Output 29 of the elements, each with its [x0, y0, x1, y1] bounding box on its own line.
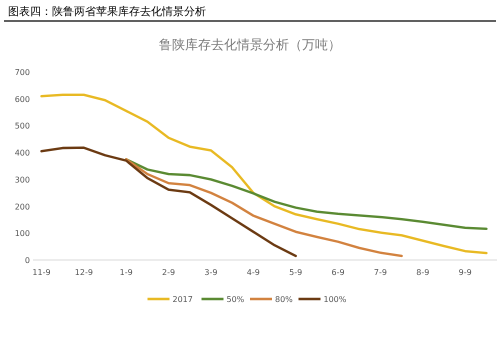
y-tick-label: 0 [24, 256, 30, 265]
y-tick-label: 200 [14, 202, 30, 212]
legend-label: 50% [226, 295, 245, 304]
line-series [125, 158, 488, 230]
x-tick-label: 2-9 [162, 268, 176, 277]
y-tick-label: 600 [14, 94, 30, 104]
legend-label: 80% [275, 295, 294, 304]
x-tick-label: 11-9 [32, 268, 51, 277]
legend-label: 2017 [172, 295, 193, 304]
y-tick-label: 700 [14, 68, 30, 77]
x-tick-label: 4-9 [246, 268, 260, 277]
y-tick-label: 400 [14, 148, 30, 158]
y-tick-label: 100 [14, 229, 30, 238]
y-tick-label: 500 [14, 122, 30, 131]
x-tick-label: 5-9 [289, 268, 302, 277]
x-tick-label: 7-9 [374, 268, 388, 277]
x-tick-label: 3-9 [204, 268, 218, 277]
chart-subtitle: 鲁陕库存去化情景分析（万吨） [159, 38, 341, 53]
line-series [40, 94, 488, 254]
y-tick-label: 300 [14, 175, 30, 184]
x-tick-label: 8-9 [416, 268, 430, 277]
x-tick-label: 6-9 [332, 268, 345, 277]
x-tick-label: 9-9 [458, 268, 472, 277]
chart-title: 图表四：陕鲁两省苹果库存去化情景分析 [8, 5, 206, 18]
x-tick-label: 12-9 [74, 268, 93, 277]
line-series [40, 146, 297, 258]
x-tick-label: 1-9 [120, 268, 133, 277]
line-series [125, 158, 403, 258]
legend-label: 100% [324, 295, 347, 304]
